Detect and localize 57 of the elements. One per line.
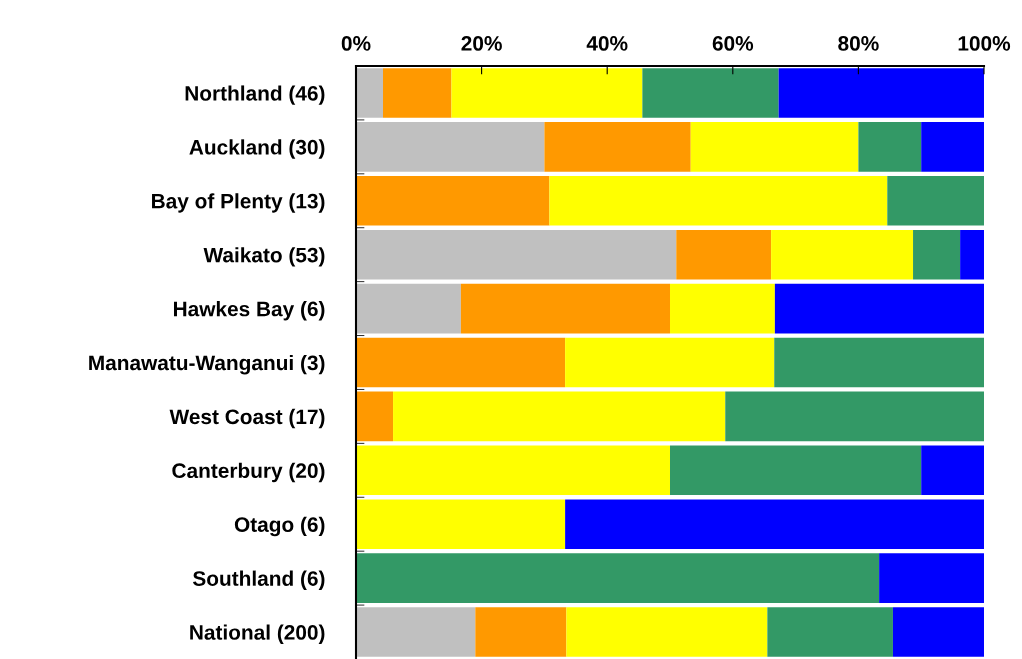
bar — [356, 175, 550, 226]
bar — [778, 68, 984, 118]
bar — [670, 283, 775, 334]
bar — [460, 283, 670, 334]
y-tick-label: Southland (6) — [192, 570, 325, 591]
x-tick-label: 100% — [958, 36, 1011, 51]
y-tick-label: West Coast (17) — [169, 408, 325, 429]
bar — [767, 607, 893, 657]
bar — [774, 283, 984, 334]
bar — [451, 68, 643, 118]
bar — [887, 175, 984, 226]
x-tick-label: 60% — [712, 36, 754, 51]
bar — [676, 229, 772, 280]
bar — [549, 175, 888, 226]
bar — [771, 229, 914, 280]
bar — [858, 122, 922, 172]
y-tick-label: Auckland (30) — [189, 139, 325, 159]
bar — [892, 607, 984, 657]
bar — [356, 607, 476, 657]
bar — [475, 607, 567, 657]
bar — [356, 122, 545, 172]
y-tick-label: Northland (46) — [185, 85, 325, 105]
bar — [356, 499, 566, 550]
bar — [566, 607, 768, 657]
bar — [670, 445, 922, 496]
y-tick-label: Manawatu-Wanganui (3) — [89, 354, 325, 375]
bar — [774, 337, 984, 388]
x-tick-label: 80% — [838, 36, 879, 51]
bar — [565, 337, 775, 388]
bar — [690, 122, 859, 172]
bar — [913, 229, 961, 280]
y-tick-label: National (200) — [190, 624, 325, 644]
bar — [356, 553, 880, 603]
bar — [356, 283, 461, 334]
bar — [642, 68, 779, 118]
bar — [725, 391, 984, 442]
x-tick-label: 0% — [341, 36, 371, 51]
bar — [565, 499, 984, 550]
bar — [356, 445, 670, 496]
y-tick-label: Otago (6) — [234, 516, 325, 537]
bar — [544, 122, 691, 172]
bar — [356, 68, 383, 118]
bar — [356, 391, 394, 442]
bar — [921, 445, 984, 496]
y-tick-label: Waikato (53) — [203, 247, 325, 267]
y-tick-label: Hawkes Bay (6) — [174, 301, 325, 321]
bar — [356, 337, 566, 388]
x-tick-label: 40% — [586, 36, 628, 51]
bar — [921, 122, 984, 172]
bar — [879, 553, 984, 603]
y-tick-label: Canterbury (20) — [172, 462, 325, 483]
y-tick-label: Bay of Plenty (13) — [152, 193, 325, 213]
bar — [393, 391, 726, 442]
bar — [383, 68, 452, 118]
x-tick-label: 20% — [461, 36, 502, 51]
bar — [356, 229, 677, 280]
bar — [960, 229, 984, 280]
